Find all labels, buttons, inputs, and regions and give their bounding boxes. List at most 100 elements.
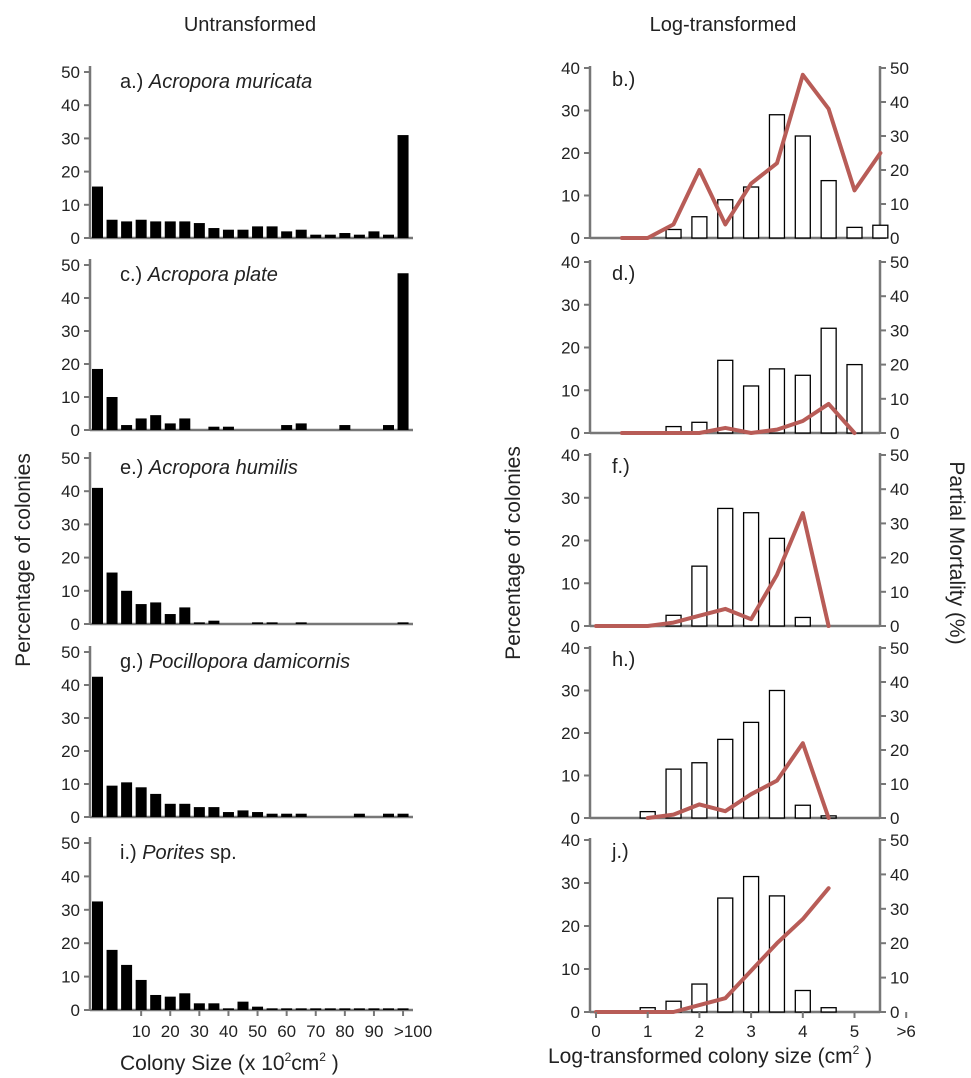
bar — [135, 604, 147, 624]
y-tick-label: 0 — [571, 617, 580, 636]
y2-tick-label: 30 — [890, 707, 909, 726]
right-x-axis-label-text: Log-transformed colony size (cm — [548, 1045, 853, 1068]
bar — [691, 216, 708, 239]
bar — [324, 1008, 336, 1010]
bar — [742, 512, 760, 627]
bar — [208, 426, 220, 430]
y-tick-label: 40 — [561, 446, 580, 465]
bar — [106, 397, 118, 430]
bar — [208, 807, 220, 817]
bar — [150, 221, 162, 238]
right-column-heading: Log-transformed — [650, 14, 797, 36]
bar — [222, 229, 234, 238]
bar — [742, 875, 760, 1013]
bar — [846, 363, 863, 434]
y2-tick-label: 20 — [890, 934, 909, 953]
y-tick-label: 50 — [61, 834, 80, 853]
bar — [208, 620, 220, 624]
left-y-axis-label: Percentage of colonies — [12, 453, 35, 667]
bar — [281, 813, 293, 817]
y-tick-label: 10 — [61, 582, 80, 601]
x-tick-label: 80 — [335, 1022, 354, 1041]
bar — [872, 224, 889, 239]
bar — [281, 231, 293, 238]
bar — [353, 813, 365, 817]
y2-tick-label: 40 — [890, 93, 909, 112]
y-tick-label: 30 — [561, 102, 580, 121]
bar — [794, 616, 811, 627]
y2-tick-label: 0 — [890, 424, 899, 443]
y2-tick-label: 0 — [890, 809, 899, 828]
bar — [383, 813, 394, 817]
panel-letter: e.) — [120, 457, 149, 479]
y2-tick-label: 20 — [890, 549, 909, 568]
panel-letter: c.) — [120, 264, 148, 286]
bar — [368, 231, 380, 238]
bar — [252, 812, 264, 817]
y2-tick-label: 40 — [890, 287, 909, 306]
bar — [397, 622, 409, 624]
x-tick-label: 0 — [591, 1022, 600, 1041]
left-panel-e: 50 40 30 20 10 0 e.) Acropora humilis — [61, 449, 413, 634]
y-tick-label: 10 — [61, 775, 80, 794]
y-tick-label: 10 — [561, 574, 580, 593]
y2-tick-label: 50 — [890, 253, 909, 272]
bar — [179, 607, 191, 624]
bar — [252, 1006, 264, 1010]
bar — [106, 572, 118, 624]
y-tick-label: 0 — [571, 424, 580, 443]
bar — [121, 590, 133, 624]
y-tick-label: 10 — [561, 960, 580, 979]
y-tick-label: 20 — [561, 917, 580, 936]
bar — [665, 768, 682, 819]
bar — [193, 223, 205, 238]
bar — [252, 226, 264, 238]
y2-tick-label: 20 — [890, 356, 909, 375]
bar — [339, 1008, 351, 1010]
y-tick-label: 30 — [61, 709, 80, 728]
bar — [150, 602, 162, 624]
y-tick-label: 0 — [71, 1001, 80, 1020]
y-tick-label: 0 — [71, 615, 80, 634]
panel-title: d.) — [612, 263, 635, 285]
y2-tick-label: 10 — [890, 583, 909, 602]
y2-tick-label: 0 — [890, 617, 899, 636]
bar — [846, 226, 863, 239]
y-tick-label: 0 — [71, 229, 80, 248]
x-tick-label: 3 — [746, 1022, 755, 1041]
bar — [768, 537, 786, 627]
y2-tick-label: 10 — [890, 390, 909, 409]
bar — [106, 949, 118, 1010]
mortality-line — [594, 511, 831, 628]
bar — [179, 221, 191, 238]
panel-title: i.) Porites sp. — [120, 842, 237, 864]
y2-tick-label: 10 — [890, 775, 909, 794]
panel-species: Acropora humilis — [148, 457, 298, 479]
bar — [266, 1008, 278, 1010]
bar — [794, 989, 811, 1013]
bar — [193, 1003, 205, 1010]
y-tick-label: 20 — [561, 532, 580, 551]
bar — [222, 1008, 234, 1010]
y-tick-label: 30 — [61, 322, 80, 341]
bar — [691, 565, 708, 627]
y2-tick-label: 0 — [890, 1003, 899, 1022]
panel-species-suffix: sp. — [204, 842, 236, 864]
x-tick-label: 5 — [850, 1022, 859, 1041]
bar — [295, 622, 307, 624]
panel-species: Porites — [142, 842, 204, 864]
bar — [208, 1003, 220, 1010]
right-x-axis-label-sup: 2 — [853, 1043, 860, 1057]
bar — [150, 994, 162, 1010]
x-tick-label: >100 — [394, 1022, 432, 1041]
y2-tick-label: 20 — [890, 161, 909, 180]
bar — [237, 810, 249, 817]
bar — [193, 807, 205, 817]
y-tick-label: 40 — [561, 59, 580, 78]
bar — [237, 1001, 249, 1010]
x-tick-label: 1 — [643, 1022, 652, 1041]
panel-letter: a.) — [120, 71, 149, 93]
bar — [135, 418, 147, 430]
bar — [324, 234, 336, 238]
y2-tick-label: 30 — [890, 514, 909, 533]
